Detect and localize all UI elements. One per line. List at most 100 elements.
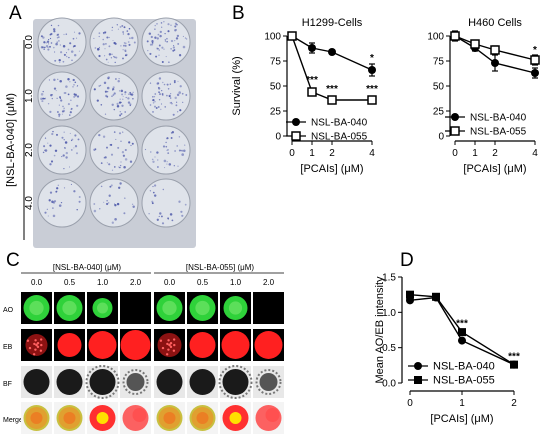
colony-dot: [170, 101, 172, 104]
eb-speckle: [167, 348, 170, 351]
colony-dot: [72, 78, 75, 82]
colony-dot: [166, 40, 168, 43]
colony-dot: [47, 46, 49, 48]
colony-dot: [59, 44, 61, 46]
x-tick-label: 2: [511, 398, 517, 409]
colony-dot: [151, 202, 154, 205]
colony-dot: [148, 32, 152, 35]
colony-dot: [160, 22, 163, 24]
colony-dot: [104, 55, 106, 57]
colony-dot: [94, 47, 97, 49]
merge-spheroid-core: [30, 412, 43, 424]
colony-dot: [111, 29, 113, 31]
panel-a-y-title: [NSL-BA-040] (μM): [5, 93, 17, 187]
colony-dot: [106, 90, 109, 93]
colony-dot: [74, 81, 77, 84]
bf-spheroid: [222, 369, 249, 395]
colony-dot: [166, 138, 168, 140]
colony-dot: [65, 85, 68, 88]
colony-dot: [184, 203, 187, 206]
colony-dot: [119, 98, 121, 100]
colony-dot: [42, 46, 45, 49]
colony-dot: [158, 93, 162, 96]
colony-dot: [111, 169, 114, 171]
colony-dot: [56, 133, 58, 136]
colony-dot: [119, 110, 122, 113]
bf-spheroid: [89, 369, 116, 395]
colony-dot: [164, 40, 167, 42]
colony-dot: [48, 39, 50, 41]
colony-dot: [157, 159, 159, 161]
colony-dot: [55, 90, 57, 92]
colony-dot: [40, 93, 44, 96]
colony-dot: [49, 45, 51, 48]
colony-dot: [114, 42, 117, 45]
colony-dot: [114, 218, 117, 221]
plate-well: [37, 17, 87, 67]
colony-dot: [129, 103, 132, 106]
colony-dot: [132, 91, 134, 93]
eb-speckle: [172, 349, 176, 352]
colony-dot: [98, 35, 100, 38]
colony-dot: [123, 26, 126, 29]
colony-dot: [151, 42, 154, 44]
column-label: 1.0: [230, 278, 242, 287]
colony-dot: [120, 45, 122, 47]
colony-dot: [104, 90, 107, 93]
colony-dot: [166, 137, 169, 140]
colony-dot: [42, 97, 45, 100]
column-label: 0.5: [197, 278, 209, 287]
colony-dot: [170, 137, 173, 139]
colony-dot: [167, 218, 169, 220]
colony-dot: [152, 96, 154, 98]
colony-dot: [128, 93, 130, 95]
y-axis-label: Survival (%): [231, 56, 243, 115]
colony-dot: [108, 36, 110, 39]
colony-dot: [120, 112, 123, 115]
colony-dot: [44, 97, 47, 100]
eb-spheroid: [221, 331, 250, 359]
colony-dot: [177, 42, 180, 45]
colony-dot: [49, 34, 51, 36]
x-tick-label: 0: [452, 148, 458, 159]
colony-dot: [150, 35, 153, 39]
colony-dot: [73, 190, 76, 193]
colony-dot: [123, 212, 126, 215]
colony-dot: [53, 30, 56, 33]
colony-dot: [61, 136, 64, 139]
bf-spheroid-halo: [85, 365, 120, 399]
colony-dot: [69, 132, 71, 134]
eb-speckle: [169, 341, 173, 345]
colony-dot: [63, 167, 65, 170]
ao-eb-intensity-chart: 0.0 0.5 1.0 1.5 0 1 2 [PCAIs] (μM) Mean AO/EB in…: [374, 273, 520, 426]
eb-speckle: [161, 346, 165, 350]
colony-dot: [61, 156, 63, 158]
colony-dot: [54, 51, 56, 53]
colony-dot: [104, 31, 107, 34]
colony-dot: [103, 157, 106, 159]
colony-dot: [128, 27, 131, 30]
colony-dot: [151, 40, 154, 43]
colony-dot: [44, 149, 46, 152]
y-tick-label: 25: [433, 107, 445, 118]
colony-dot: [57, 78, 59, 80]
y-tick-label: 50: [270, 82, 282, 93]
colony-dot: [62, 109, 66, 113]
colony-dot: [122, 33, 125, 35]
colony-dot: [61, 110, 64, 113]
colony-dot: [45, 44, 49, 48]
panel-letter-d: D: [400, 250, 414, 271]
colony-dot: [68, 56, 70, 59]
colony-dot: [65, 33, 68, 35]
colony-dot: [63, 44, 65, 47]
colony-dot: [156, 151, 159, 154]
colony-dot: [157, 33, 160, 36]
colony-dot: [112, 87, 115, 91]
colony-dot: [164, 32, 166, 35]
series-line: [409, 296, 515, 366]
data-point: [458, 328, 466, 337]
colony-dot: [156, 37, 159, 40]
bf-spheroid: [156, 369, 183, 395]
colony-dot: [78, 196, 81, 198]
colony-dot: [121, 104, 124, 107]
